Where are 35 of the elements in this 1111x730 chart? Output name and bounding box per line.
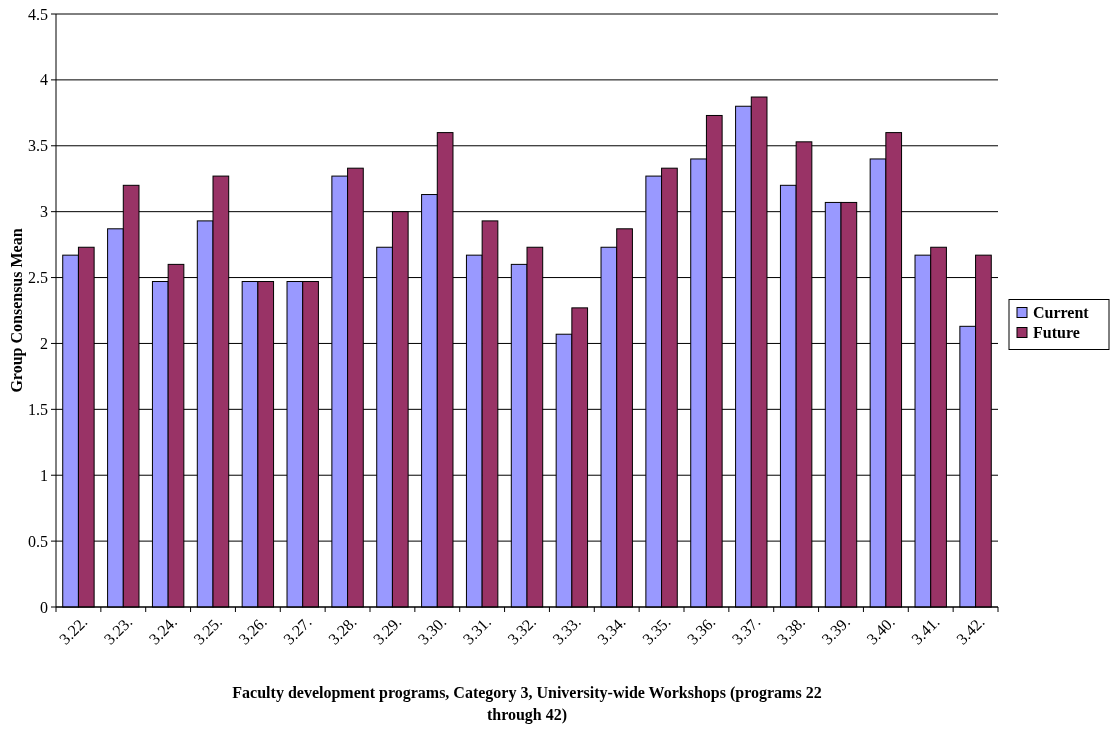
legend-label: Current <box>1033 304 1090 322</box>
x-tick-label: 3.35. <box>639 613 674 648</box>
y-tick-label: 4 <box>40 71 48 89</box>
x-tick-label: 3.37. <box>728 613 764 648</box>
y-axis-title: Group Consensus Mean <box>8 228 26 393</box>
y-tick-label: 0 <box>40 598 48 616</box>
legend-label: Future <box>1033 324 1080 342</box>
y-tick-label: 3.5 <box>28 137 48 155</box>
x-tick-label: 3.25. <box>190 613 226 648</box>
x-tick-label: 3.24. <box>145 613 181 648</box>
x-tick-label: 3.40. <box>863 613 898 648</box>
y-tick-label: 0.5 <box>28 532 48 550</box>
x-tick-label: 3.31. <box>459 613 495 648</box>
y-tick-label: 2.5 <box>28 269 48 287</box>
x-tick-label: 3.27. <box>280 613 315 648</box>
x-tick-label: 3.34. <box>594 613 629 648</box>
x-tick-label: 3.28. <box>325 613 360 648</box>
x-tick-label: 3.33. <box>549 613 584 648</box>
x-tick-label: 3.38. <box>773 613 809 648</box>
x-tick-label: 3.36. <box>683 613 719 648</box>
x-tick-label: 3.42. <box>953 613 988 648</box>
y-tick-label: 3 <box>40 203 48 221</box>
y-tick-label: 1 <box>40 466 48 484</box>
x-axis-title: Faculty development programs, Category 3, University-wide Workshops (programs 22 through 42) <box>232 684 822 724</box>
x-tick-label: 3.41. <box>908 613 943 648</box>
x-tick-label: 3.26. <box>235 613 270 648</box>
y-tick-label: 1.5 <box>28 400 48 418</box>
y-tick-label: 2 <box>40 335 48 353</box>
x-tick-label: 3.32. <box>504 613 540 648</box>
y-tick-label: 4.5 <box>28 5 48 23</box>
x-tick-label: 3.30. <box>414 613 450 648</box>
x-tick-label: 3.29. <box>369 613 405 648</box>
x-tick-label: 3.39. <box>818 613 854 648</box>
x-tick-label: 3.23. <box>100 613 136 648</box>
x-tick-label: 3.22. <box>55 613 91 648</box>
